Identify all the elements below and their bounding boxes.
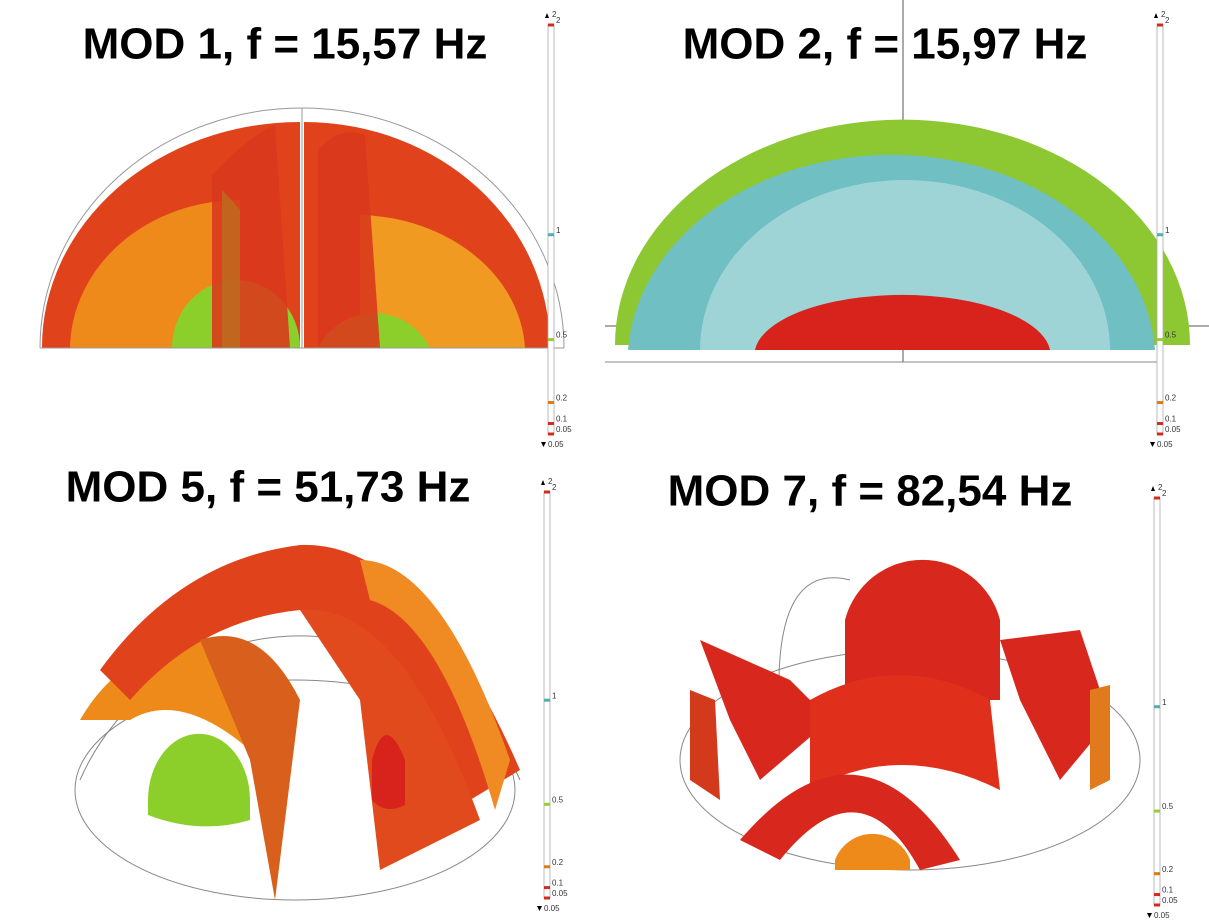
tick-label: 0.05 <box>556 425 572 434</box>
colorbar-tick <box>548 401 554 405</box>
colorbar-tick <box>544 886 550 890</box>
colorbar-tick <box>1154 893 1160 897</box>
tick-label: 0.1 <box>556 415 568 424</box>
tick-label: 0.2 <box>1162 865 1174 874</box>
colorbar <box>547 24 555 435</box>
colorbar-tick <box>1157 233 1163 237</box>
colorbar-tick <box>1154 496 1160 500</box>
panel-title: MOD 2, f = 15,97 Hz <box>683 20 1088 69</box>
panel-title: MOD 5, f = 51,73 Hz <box>66 463 471 512</box>
colorbar-min: 0.05 <box>544 904 560 913</box>
tick-label: 0.2 <box>1165 394 1177 403</box>
tick-label: 0.1 <box>1162 886 1174 895</box>
tick-label: 0.5 <box>556 331 568 340</box>
panel-title: MOD 1, f = 15,57 Hz <box>83 20 488 69</box>
render-mod1 <box>39 107 565 349</box>
colorbar <box>543 491 551 899</box>
colorbar-max: 2 <box>552 10 557 19</box>
colorbar-tick <box>544 802 550 806</box>
max-marker <box>1154 13 1158 18</box>
tick-label: 2 <box>556 16 561 25</box>
colorbar-tick <box>548 233 554 237</box>
colorbar-min: 0.05 <box>548 440 564 449</box>
colorbar-tick <box>1157 422 1163 426</box>
tick-label: 0.2 <box>552 858 564 867</box>
colorbar-tick <box>1154 705 1160 709</box>
min-marker <box>1150 442 1155 447</box>
colorbar-tick <box>1157 401 1163 405</box>
colorbar-tick <box>1157 338 1163 342</box>
colorbar-tick <box>548 422 554 426</box>
render-mod5 <box>74 544 521 901</box>
min-marker <box>541 442 546 447</box>
colorbar-tick <box>548 432 554 436</box>
render-mod7 <box>679 559 1141 871</box>
colorbar-tick <box>1157 432 1163 436</box>
tick-label: 0.5 <box>1165 331 1177 340</box>
tick-label: 0.5 <box>552 795 564 804</box>
max-marker <box>1151 486 1155 491</box>
tick-label: 0.2 <box>556 394 568 403</box>
colorbar-max: 2 <box>1161 10 1166 19</box>
tick-label: 2 <box>1165 16 1170 25</box>
max-marker <box>541 480 545 485</box>
tick-label: 0.05 <box>552 889 568 898</box>
tick-label: 2 <box>552 483 557 492</box>
colorbar-tick <box>1157 23 1163 27</box>
render-mod2 <box>605 0 1209 363</box>
tick-label: 0.1 <box>1165 415 1177 424</box>
tick-label: 1 <box>556 226 561 235</box>
colorbar-tick <box>544 490 550 494</box>
tick-label: 0.05 <box>1165 425 1181 434</box>
tick-label: 1 <box>1162 698 1167 707</box>
colorbar <box>1153 497 1161 906</box>
min-marker <box>537 906 542 911</box>
colorbar-max: 2 <box>1158 483 1163 492</box>
tick-label: 0.05 <box>1162 896 1178 905</box>
max-marker <box>545 13 549 18</box>
tick-label: 1 <box>552 691 557 700</box>
tick-label: 0.5 <box>1162 802 1174 811</box>
colorbar-tick <box>544 698 550 702</box>
min-marker <box>1147 913 1152 918</box>
colorbar-tick <box>1154 872 1160 876</box>
colorbar-tick <box>1154 809 1160 813</box>
colorbar-tick <box>544 896 550 900</box>
colorbar-tick <box>548 338 554 342</box>
colorbar-min: 0.05 <box>1157 440 1173 449</box>
colorbar <box>1156 24 1164 435</box>
colorbar-tick <box>548 23 554 27</box>
colorbar-min: 0.05 <box>1154 911 1170 920</box>
tick-label: 0.1 <box>552 879 564 888</box>
colorbar-tick <box>544 865 550 869</box>
tick-label: 1 <box>1165 226 1170 235</box>
colorbar-max: 2 <box>548 477 553 486</box>
panel-title: MOD 7, f = 82,54 Hz <box>668 467 1073 516</box>
tick-label: 2 <box>1162 489 1167 498</box>
colorbar-tick <box>1154 903 1160 907</box>
